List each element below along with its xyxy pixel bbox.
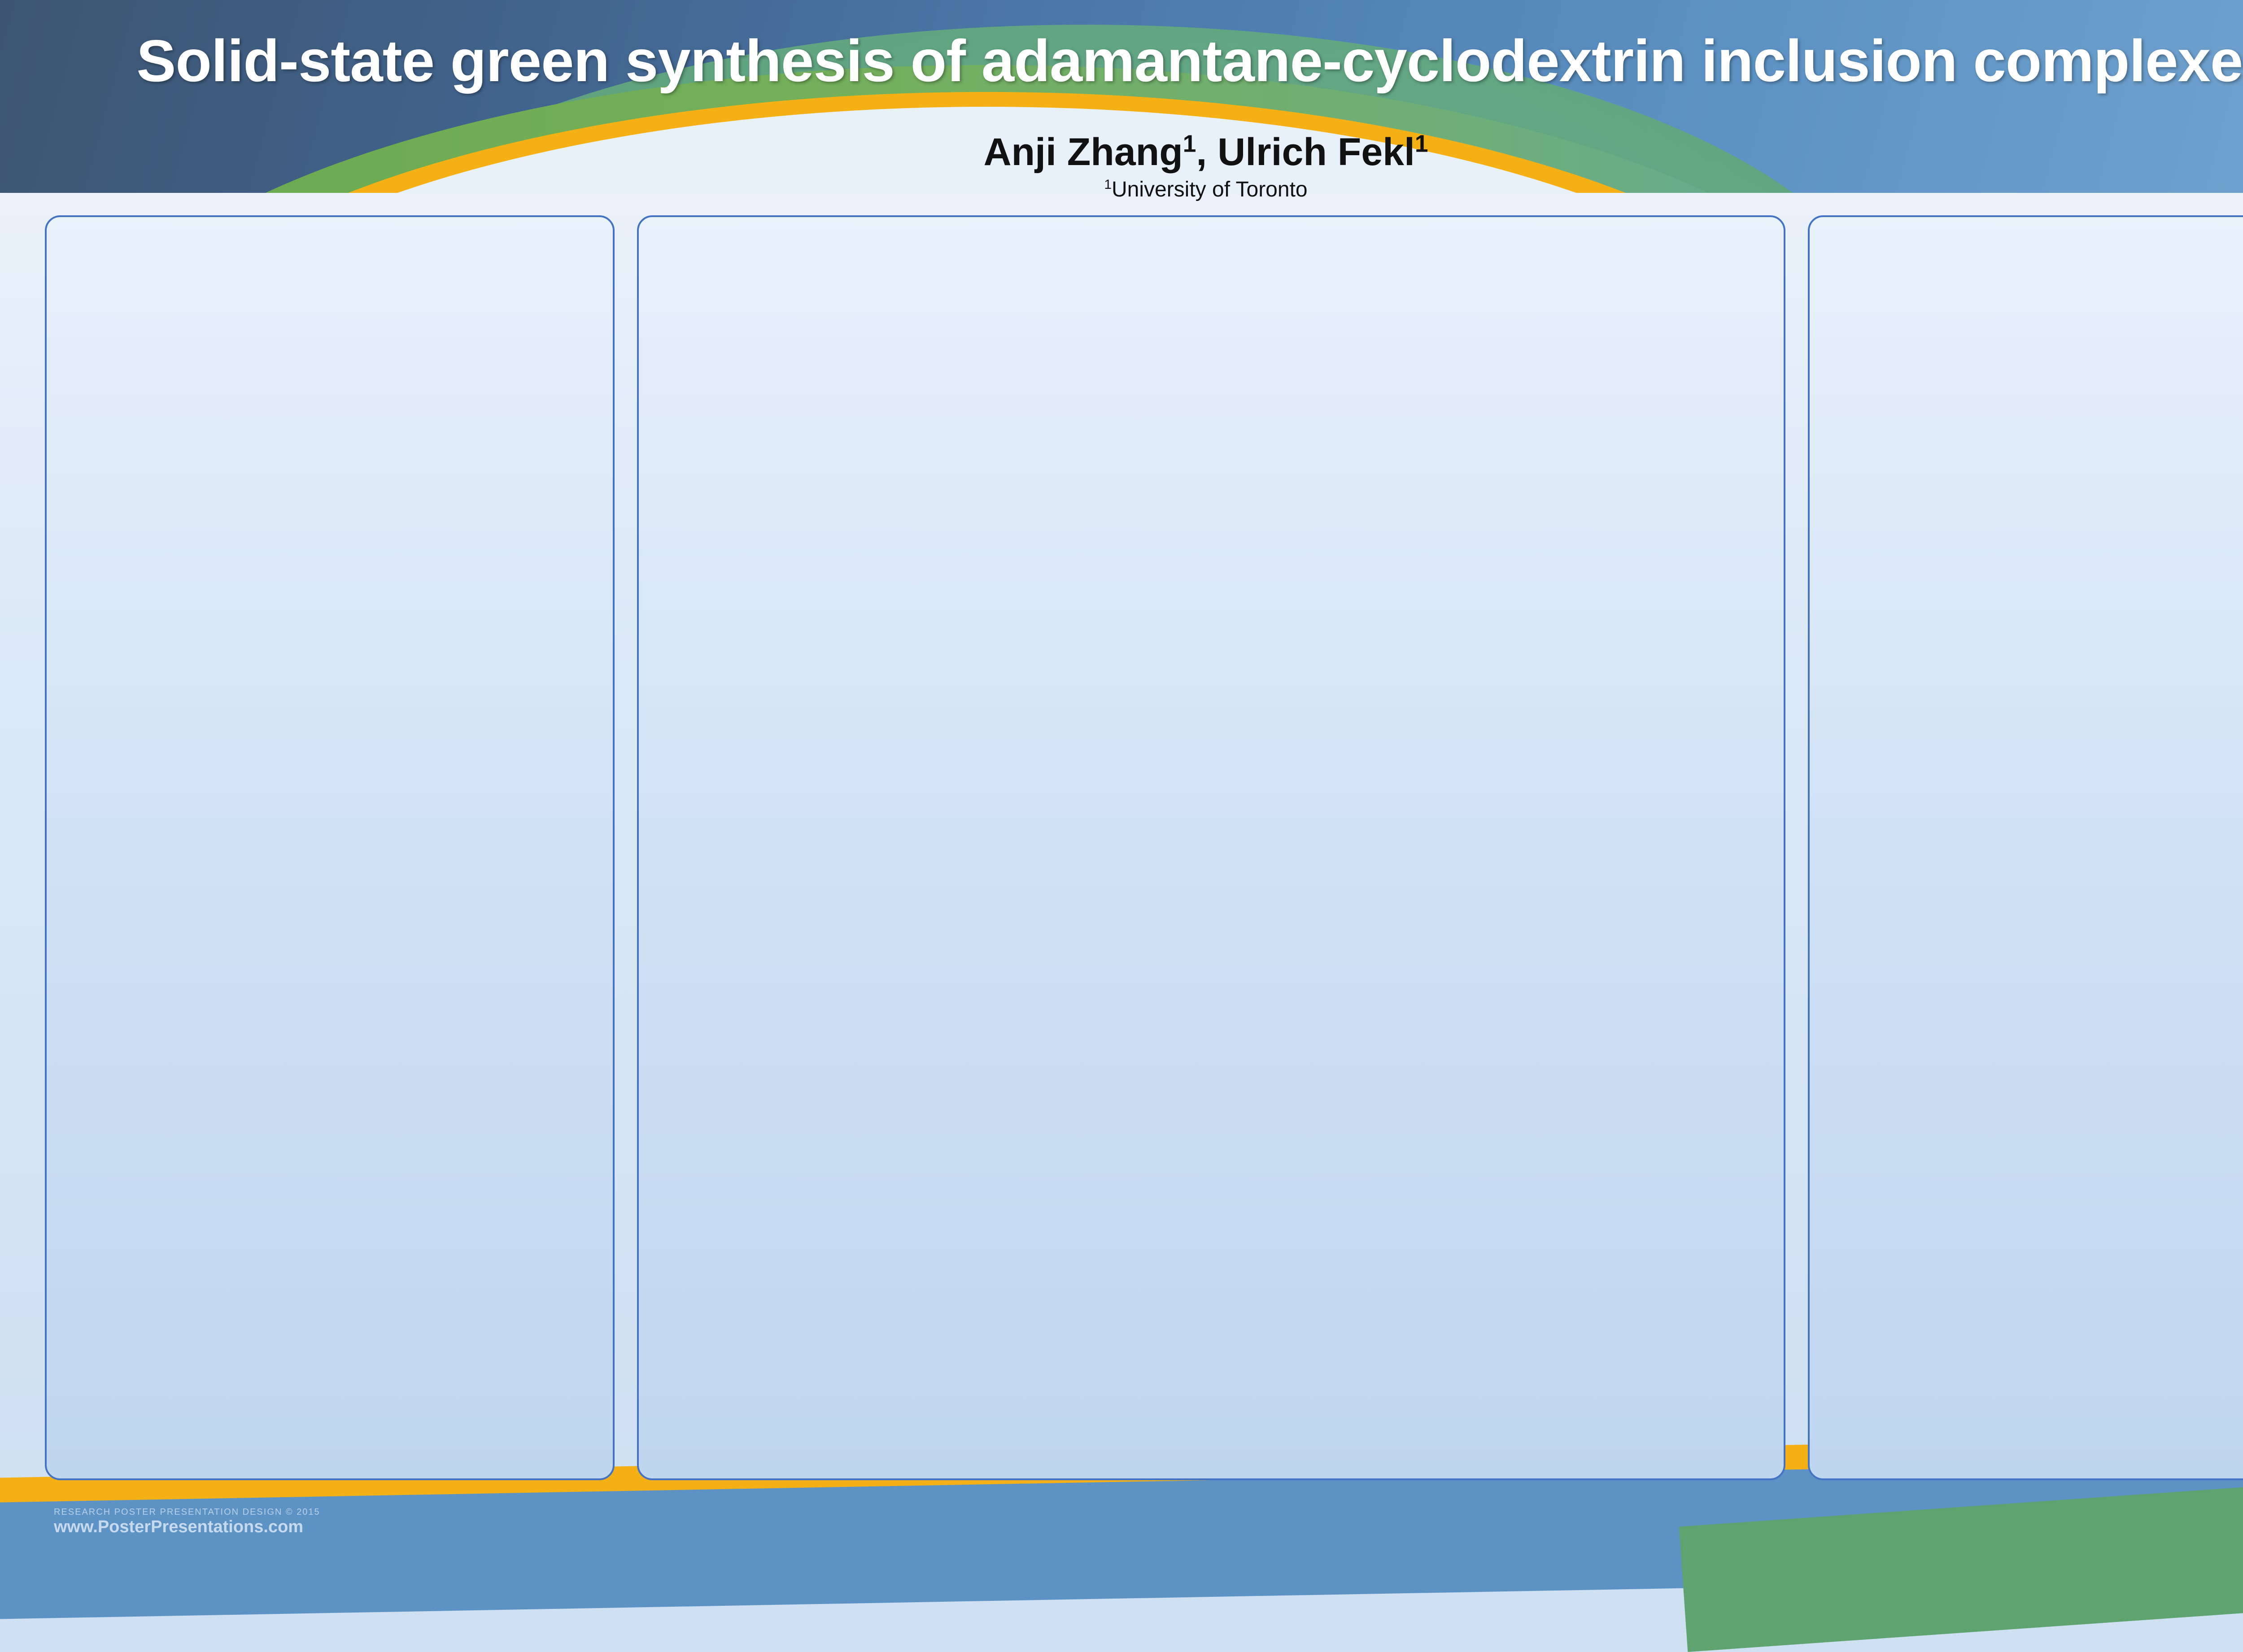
author-names-primary: Anji Zhang — [983, 131, 1183, 174]
panel-introduction-methods — [45, 215, 615, 1480]
affiliation-superscript: 1 — [1104, 177, 1112, 192]
author-list: Anji Zhang1, Ulrich Fekl1 — [0, 130, 2243, 174]
footer-credit-line: RESEARCH POSTER PRESENTATION DESIGN © 20… — [54, 1507, 320, 1517]
author-superscript-1: 1 — [1183, 131, 1196, 157]
author-names-secondary: , Ulrich Fekl — [1196, 131, 1415, 174]
panel-mechanism-nextsteps-sources — [1808, 215, 2243, 1480]
affiliation-name: University of Toronto — [1111, 178, 1308, 201]
footer-credit: RESEARCH POSTER PRESENTATION DESIGN © 20… — [54, 1507, 320, 1537]
author-superscript-2: 1 — [1414, 131, 1428, 157]
page-title: Solid-state green synthesis of adamantan… — [136, 28, 2243, 94]
footer-credit-url[interactable]: www.PosterPresentations.com — [54, 1517, 304, 1536]
panel-results — [637, 215, 1785, 1480]
affiliation: 1University of Toronto — [0, 177, 2243, 202]
